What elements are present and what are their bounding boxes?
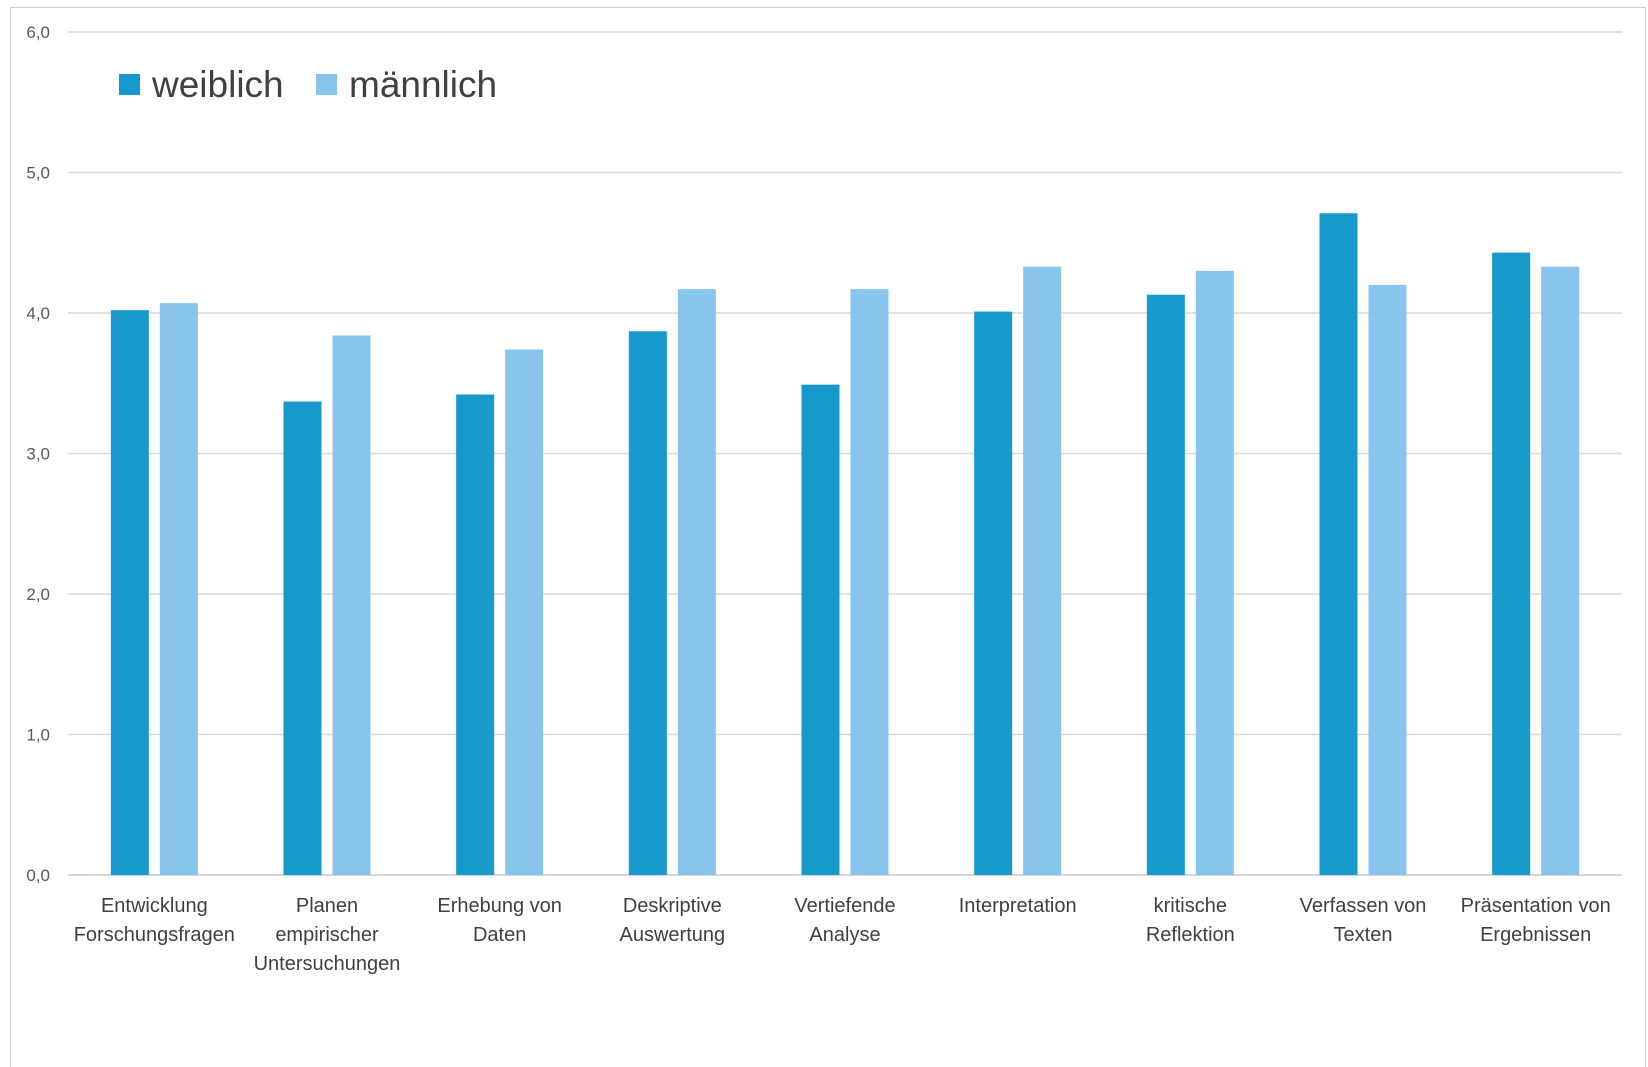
legend-swatch-maennlich	[316, 74, 337, 95]
x-tick-label: kritische Reflektion	[1146, 895, 1235, 946]
x-tick-label: Planen empirischer Untersuchungen	[254, 895, 401, 975]
x-tick-label: Erhebung von Daten	[437, 895, 562, 946]
chart-frame	[10, 7, 1646, 1067]
x-tick-label: Vertiefende Analyse	[794, 895, 895, 946]
y-tick-label: 5,0	[26, 164, 50, 183]
y-axis: 0,0 1,0 2,0 3,0 4,0 5,0 6,0	[26, 23, 50, 885]
x-tick-label: Interpretation	[959, 895, 1077, 917]
legend: weiblich männlich	[119, 64, 497, 105]
x-tick-label-line: Reflektion	[1146, 924, 1235, 946]
x-tick-label-line: Daten	[473, 924, 526, 946]
x-tick-label-line: Deskriptive	[623, 895, 722, 917]
bar-weiblich-7	[1319, 213, 1358, 875]
bars	[110, 213, 1580, 876]
y-tick-label: 3,0	[26, 445, 50, 464]
bar-männlich-7	[1368, 284, 1407, 875]
x-tick-label: Deskriptive Auswertung	[620, 895, 726, 946]
bar-weiblich-4	[801, 384, 840, 875]
x-tick-label-line: Verfassen von	[1300, 895, 1427, 917]
y-tick-label: 1,0	[26, 726, 50, 745]
legend-label-maennlich: männlich	[349, 64, 497, 105]
bar-männlich-1	[332, 335, 371, 876]
bar-männlich-2	[505, 349, 544, 875]
x-tick-label-line: Vertiefende	[794, 895, 895, 917]
bar-weiblich-8	[1492, 252, 1531, 875]
x-axis: Entwicklung Forschungsfragen Planen empiris…	[74, 895, 1611, 975]
x-tick-label-line: Entwicklung	[101, 895, 208, 917]
x-tick-label: Verfassen von Texten	[1300, 895, 1427, 946]
bar-weiblich-1	[283, 401, 322, 875]
x-tick-label-line: kritische	[1154, 895, 1227, 917]
bar-männlich-0	[159, 303, 198, 875]
bar-weiblich-6	[1146, 294, 1185, 875]
y-tick-label: 4,0	[26, 304, 50, 323]
bar-weiblich-5	[974, 311, 1013, 876]
legend-swatch-weiblich	[119, 74, 140, 95]
x-tick-label-line: Erhebung von	[437, 895, 562, 917]
y-tick-label: 0,0	[26, 866, 50, 885]
x-tick-label-line: Ergebnissen	[1480, 924, 1591, 946]
x-tick-label-line: Analyse	[809, 924, 880, 946]
bar-weiblich-3	[628, 331, 667, 875]
bar-weiblich-0	[110, 310, 149, 875]
gridlines	[68, 31, 1622, 876]
x-tick-label-line: Untersuchungen	[254, 953, 401, 975]
x-tick-label-line: Präsentation von	[1461, 895, 1611, 917]
x-tick-label-line: Planen	[296, 895, 358, 917]
x-tick-label-line: Interpretation	[959, 895, 1077, 917]
x-tick-label-line: empirischer	[275, 924, 379, 946]
x-tick-label: Entwicklung Forschungsfragen	[74, 895, 235, 946]
bar-weiblich-2	[456, 394, 495, 875]
x-tick-label-line: Forschungsfragen	[74, 924, 235, 946]
legend-label-weiblich: weiblich	[151, 64, 284, 105]
y-tick-label: 6,0	[26, 23, 50, 42]
bar-männlich-5	[1023, 266, 1062, 875]
x-tick-label-line: Auswertung	[620, 924, 726, 946]
x-tick-label-line: Texten	[1334, 924, 1393, 946]
bar-männlich-6	[1195, 270, 1234, 876]
y-tick-label: 2,0	[26, 585, 50, 604]
bar-männlich-3	[677, 289, 716, 875]
bar-männlich-4	[850, 289, 889, 875]
x-tick-label: Präsentation von Ergebnissen	[1461, 895, 1611, 946]
bar-männlich-8	[1541, 266, 1580, 875]
